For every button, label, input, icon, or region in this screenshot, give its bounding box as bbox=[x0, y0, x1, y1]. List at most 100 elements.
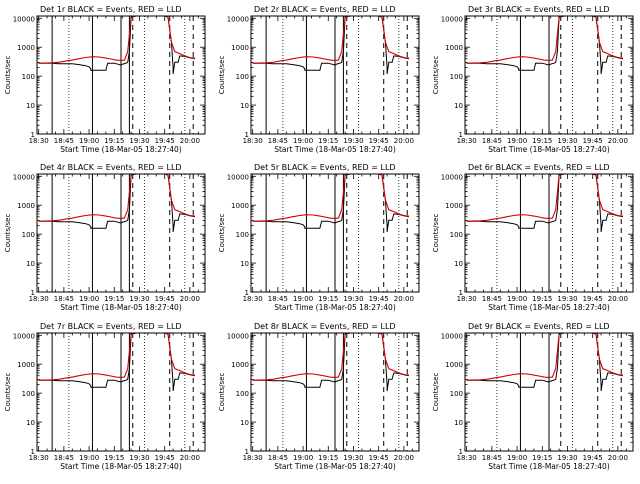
y-tick-label: 1 bbox=[459, 448, 463, 456]
plot-area bbox=[466, 16, 623, 134]
events-series-line bbox=[38, 333, 195, 391]
plot-frame bbox=[250, 332, 420, 452]
lld-series-line bbox=[38, 333, 195, 381]
x-axis-label: Start Time (18-Mar-05 18:27:40) bbox=[60, 303, 182, 312]
y-tick-label: 1 bbox=[459, 131, 463, 139]
y-tick-label: 10 bbox=[240, 260, 249, 268]
y-tick-label: 10 bbox=[454, 102, 463, 110]
y-tick-label: 10000 bbox=[227, 173, 249, 181]
y-tick-label: 1000 bbox=[17, 361, 35, 369]
x-tick-label: 19:30 bbox=[129, 295, 149, 303]
x-tick-label: 19:30 bbox=[557, 137, 577, 145]
events-series-line bbox=[38, 16, 195, 74]
x-tick-label: 18:30 bbox=[29, 454, 49, 462]
x-tick-label: 19:45 bbox=[369, 295, 389, 303]
x-tick-label: 18:45 bbox=[482, 137, 502, 145]
x-tick-label: 19:45 bbox=[583, 454, 603, 462]
lld-series-line bbox=[252, 333, 409, 381]
panel-det-7: Det 7r BLACK = Events, RED = LLD 1 10 100 10… bbox=[4, 322, 206, 471]
panel-title: Det 5r BLACK = Events, RED = LLD bbox=[254, 163, 396, 172]
x-axis-label: Start Time (18-Mar-05 18:27:40) bbox=[488, 303, 610, 312]
panel-title: Det 6r BLACK = Events, RED = LLD bbox=[468, 163, 610, 172]
x-tick-label: 19:15 bbox=[532, 295, 552, 303]
events-series-line bbox=[466, 174, 623, 232]
x-tick-label: 18:30 bbox=[243, 454, 263, 462]
lld-series-line bbox=[252, 174, 409, 222]
x-tick-label: 19:15 bbox=[104, 295, 124, 303]
y-tick-label: 10000 bbox=[441, 332, 463, 340]
y-tick-label: 10 bbox=[26, 260, 35, 268]
y-tick-label: 100 bbox=[236, 390, 249, 398]
x-tick-label: 18:30 bbox=[29, 137, 49, 145]
y-tick-label: 100 bbox=[22, 390, 35, 398]
x-tick-label: 20:00 bbox=[180, 295, 200, 303]
y-tick-label: 10 bbox=[26, 102, 35, 110]
panel-det-6: Det 6r BLACK = Events, RED = LLD 1 10 100 10… bbox=[432, 163, 634, 312]
x-tick-label: 19:30 bbox=[343, 137, 363, 145]
x-tick-label: 19:45 bbox=[583, 295, 603, 303]
plot-area bbox=[38, 174, 195, 292]
x-tick-label: 20:00 bbox=[394, 137, 414, 145]
lld-series-line bbox=[252, 16, 409, 64]
panel-title: Det 2r BLACK = Events, RED = LLD bbox=[254, 5, 396, 14]
events-series-line bbox=[252, 333, 409, 391]
y-tick-label: 10000 bbox=[227, 332, 249, 340]
y-tick-label: 10 bbox=[454, 419, 463, 427]
y-tick-label: 10000 bbox=[13, 173, 35, 181]
plot-frame bbox=[250, 15, 420, 135]
y-tick-label: 100 bbox=[450, 73, 463, 81]
y-tick-label: 1000 bbox=[445, 361, 463, 369]
y-tick-label: 1000 bbox=[17, 202, 35, 210]
lld-series-line bbox=[466, 333, 623, 381]
x-tick-label: 18:45 bbox=[268, 295, 288, 303]
y-tick-label: 10000 bbox=[227, 15, 249, 23]
plot-area bbox=[38, 333, 195, 451]
x-tick-label: 20:00 bbox=[394, 295, 414, 303]
y-tick-label: 10 bbox=[454, 260, 463, 268]
x-tick-label: 20:00 bbox=[608, 137, 628, 145]
x-tick-label: 19:45 bbox=[155, 137, 175, 145]
x-tick-label: 19:30 bbox=[129, 137, 149, 145]
y-tick-label: 1 bbox=[31, 289, 35, 297]
x-tick-label: 18:30 bbox=[457, 454, 477, 462]
plot-area bbox=[252, 333, 409, 451]
y-tick-label: 1 bbox=[245, 448, 249, 456]
x-tick-label: 19:15 bbox=[318, 137, 338, 145]
panel-det-8: Det 8r BLACK = Events, RED = LLD 1 10 100 10… bbox=[218, 322, 420, 471]
x-tick-label: 18:45 bbox=[268, 454, 288, 462]
y-axis-label: Counts/sec bbox=[218, 214, 226, 253]
x-axis-label: Start Time (18-Mar-05 18:27:40) bbox=[274, 462, 396, 471]
x-tick-label: 19:00 bbox=[293, 295, 313, 303]
y-tick-label: 1000 bbox=[445, 202, 463, 210]
y-tick-label: 10 bbox=[240, 102, 249, 110]
panel-det-4: Det 4r BLACK = Events, RED = LLD 1 10 100 10… bbox=[4, 163, 206, 312]
lld-series-line bbox=[38, 174, 195, 222]
lld-series-line bbox=[466, 16, 623, 64]
x-tick-label: 19:30 bbox=[343, 454, 363, 462]
x-tick-label: 20:00 bbox=[180, 454, 200, 462]
panel-title: Det 4r BLACK = Events, RED = LLD bbox=[40, 163, 182, 172]
x-tick-label: 19:45 bbox=[155, 295, 175, 303]
plot-area bbox=[252, 174, 409, 292]
x-tick-label: 19:15 bbox=[318, 454, 338, 462]
x-tick-label: 19:45 bbox=[369, 454, 389, 462]
y-tick-label: 10000 bbox=[441, 15, 463, 23]
x-tick-label: 19:15 bbox=[532, 137, 552, 145]
x-axis-label: Start Time (18-Mar-05 18:27:40) bbox=[274, 145, 396, 154]
y-tick-label: 100 bbox=[236, 73, 249, 81]
y-tick-label: 1 bbox=[31, 131, 35, 139]
x-tick-label: 18:30 bbox=[243, 295, 263, 303]
y-tick-label: 100 bbox=[450, 390, 463, 398]
x-tick-label: 19:45 bbox=[583, 137, 603, 145]
x-tick-label: 19:00 bbox=[79, 295, 99, 303]
events-series-line bbox=[252, 16, 409, 74]
x-tick-label: 19:30 bbox=[557, 295, 577, 303]
x-tick-label: 19:00 bbox=[507, 454, 527, 462]
x-tick-label: 19:00 bbox=[507, 137, 527, 145]
x-tick-label: 19:00 bbox=[79, 137, 99, 145]
x-tick-label: 19:15 bbox=[532, 454, 552, 462]
y-tick-label: 10000 bbox=[13, 332, 35, 340]
x-tick-label: 19:00 bbox=[293, 137, 313, 145]
panel-det-2: Det 2r BLACK = Events, RED = LLD 1 10 100 10… bbox=[218, 5, 420, 154]
